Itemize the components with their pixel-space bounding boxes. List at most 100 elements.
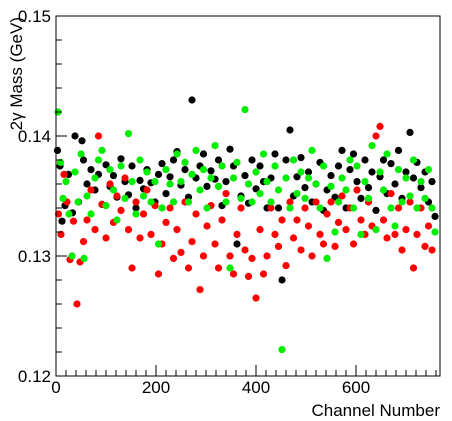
data-point bbox=[334, 218, 343, 226]
data-point bbox=[79, 156, 88, 164]
data-point bbox=[203, 204, 211, 212]
data-point bbox=[267, 198, 275, 206]
data-point bbox=[308, 252, 316, 260]
series-2 bbox=[54, 106, 439, 354]
data-point bbox=[256, 226, 264, 234]
data-point bbox=[203, 182, 211, 190]
data-point bbox=[256, 162, 264, 170]
x-tick-label: 400 bbox=[242, 378, 270, 397]
data-point bbox=[207, 174, 215, 182]
data-point bbox=[98, 146, 106, 154]
data-point bbox=[83, 192, 91, 200]
data-point bbox=[338, 146, 346, 154]
data-point bbox=[173, 226, 181, 234]
data-point bbox=[383, 234, 391, 242]
data-point bbox=[424, 222, 433, 230]
data-point bbox=[169, 198, 178, 206]
data-point bbox=[319, 240, 328, 248]
axis-ticks bbox=[55, 15, 437, 377]
y-tick-label: 0.14 bbox=[18, 127, 51, 146]
y-axis-title: 2γ Mass (GeV) bbox=[7, 17, 26, 130]
data-point bbox=[428, 246, 436, 254]
data-point bbox=[106, 180, 114, 188]
data-point bbox=[417, 184, 425, 192]
data-point bbox=[74, 198, 82, 206]
data-point bbox=[117, 206, 125, 214]
data-point bbox=[293, 173, 301, 181]
data-point bbox=[431, 212, 439, 220]
data-point bbox=[353, 178, 361, 186]
data-point bbox=[409, 264, 418, 272]
data-point bbox=[248, 198, 256, 206]
data-point bbox=[154, 270, 163, 278]
data-point bbox=[136, 156, 144, 164]
data-point bbox=[87, 210, 95, 218]
data-point bbox=[188, 238, 196, 246]
data-point bbox=[379, 156, 388, 164]
data-point bbox=[166, 173, 174, 181]
data-point bbox=[391, 180, 399, 188]
data-points bbox=[53, 96, 439, 354]
data-point bbox=[304, 174, 313, 182]
data-point bbox=[154, 240, 163, 248]
data-point bbox=[62, 178, 70, 186]
data-point bbox=[117, 155, 125, 163]
data-point bbox=[331, 228, 339, 236]
data-point bbox=[383, 150, 391, 158]
data-point bbox=[177, 248, 185, 256]
data-point bbox=[372, 206, 380, 214]
data-point bbox=[147, 230, 155, 238]
data-point bbox=[244, 272, 253, 280]
data-point bbox=[406, 128, 414, 136]
data-point bbox=[132, 210, 140, 218]
data-point bbox=[77, 150, 85, 158]
data-point bbox=[222, 178, 230, 186]
data-point bbox=[428, 204, 436, 212]
data-point bbox=[237, 204, 245, 212]
data-point bbox=[391, 222, 399, 230]
data-point bbox=[421, 242, 429, 250]
data-point bbox=[278, 276, 286, 284]
data-point bbox=[211, 240, 219, 248]
data-point bbox=[113, 192, 121, 200]
data-point bbox=[248, 254, 256, 262]
data-point bbox=[406, 192, 414, 200]
data-point bbox=[338, 192, 346, 200]
data-point bbox=[83, 180, 91, 188]
data-point bbox=[334, 162, 343, 170]
data-point bbox=[417, 178, 425, 186]
data-point bbox=[199, 252, 208, 260]
data-point bbox=[286, 126, 294, 134]
data-point bbox=[151, 178, 159, 186]
data-point bbox=[192, 210, 200, 218]
data-point bbox=[128, 264, 136, 272]
data-point bbox=[166, 180, 174, 188]
data-point bbox=[274, 186, 283, 194]
data-point bbox=[394, 166, 403, 174]
data-point bbox=[58, 217, 66, 225]
data-point bbox=[169, 156, 178, 164]
data-point bbox=[304, 222, 313, 230]
data-point bbox=[53, 146, 62, 154]
data-point bbox=[233, 240, 241, 248]
data-point bbox=[68, 252, 76, 260]
data-point bbox=[78, 137, 86, 145]
data-point bbox=[57, 230, 65, 238]
data-point bbox=[192, 146, 200, 154]
data-point bbox=[361, 156, 369, 164]
data-point bbox=[364, 194, 373, 202]
data-point bbox=[252, 185, 260, 193]
data-point bbox=[229, 174, 238, 182]
data-point bbox=[71, 132, 79, 140]
data-point bbox=[218, 162, 226, 170]
data-point bbox=[259, 150, 268, 158]
data-point bbox=[233, 230, 241, 238]
data-point bbox=[109, 172, 118, 180]
data-point bbox=[297, 246, 305, 254]
data-point bbox=[274, 242, 283, 250]
y-tick-label: 0.15 bbox=[18, 7, 51, 26]
data-point bbox=[297, 154, 305, 162]
data-point bbox=[181, 166, 189, 174]
data-point bbox=[424, 166, 433, 174]
